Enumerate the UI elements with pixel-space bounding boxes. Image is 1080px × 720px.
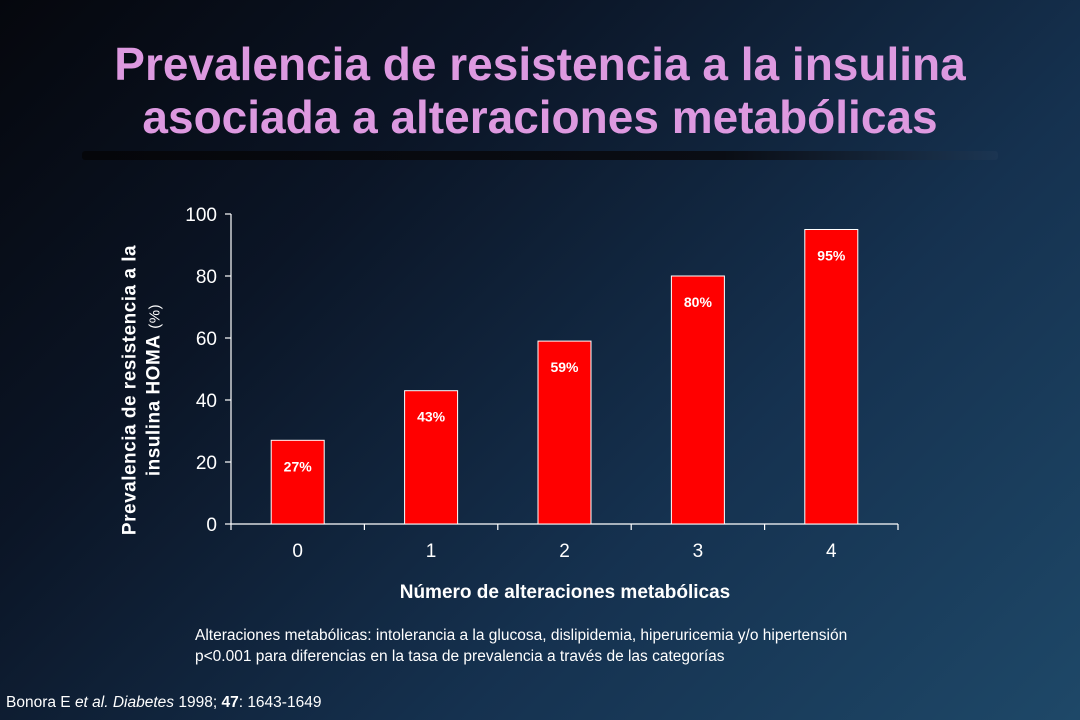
title-line-2: asociada a alteraciones metabólicas	[142, 91, 938, 143]
y-tick-label: 100	[185, 205, 217, 226]
x-axis-label: Número de alteraciones metabólicas	[399, 582, 731, 603]
bar-value-label: 27%	[284, 458, 313, 474]
y-tick-label: 60	[196, 329, 217, 350]
x-tick-label: 0	[292, 541, 303, 562]
citation-volume: 47	[221, 694, 239, 711]
footnotes: Alteraciones metabólicas: intolerancia a…	[195, 625, 1055, 667]
footnote-definition: Alteraciones metabólicas: intolerancia a…	[195, 627, 848, 644]
x-tick-label: 2	[559, 541, 570, 562]
bar	[537, 340, 592, 525]
citation-etal: et al.	[74, 694, 109, 711]
citation: Bonora E et al. Diabetes 1998; 47: 1643-…	[6, 694, 321, 712]
citation-year: 1998;	[174, 694, 222, 711]
title-line-1: Prevalencia de resistencia a la insulina	[114, 38, 966, 90]
slide-title: Prevalencia de resistencia a la insulina…	[0, 38, 1080, 144]
x-tick-label: 1	[426, 541, 437, 562]
y-tick-label: 0	[206, 515, 217, 536]
citation-pages: : 1643-1649	[238, 694, 322, 711]
bar	[804, 229, 859, 525]
y-axis-label-line-1: Prevalencia de resistencia a la	[119, 244, 141, 536]
y-tick-label: 20	[196, 453, 217, 474]
bar	[670, 275, 725, 525]
citation-journal: Diabetes	[112, 694, 175, 711]
bar	[270, 439, 325, 525]
y-tick-label: 40	[196, 391, 217, 412]
title-divider	[82, 151, 998, 160]
x-tick-label: 3	[693, 541, 704, 562]
y-tick-label: 80	[196, 267, 217, 288]
bar	[404, 390, 459, 525]
x-tick-label: 4	[826, 541, 837, 562]
y-axis-unit: (%)	[146, 303, 164, 329]
bar-value-label: 43%	[417, 409, 446, 425]
citation-authors: Bonora E	[6, 694, 75, 711]
bar-value-label: 95%	[817, 248, 846, 264]
y-axis-label-line-2: insulina HOMA	[143, 334, 165, 477]
footnote-significance: p<0.001 para diferencias en la tasa de p…	[195, 648, 725, 665]
bar-value-label: 80%	[684, 294, 713, 310]
bar-value-label: 59%	[550, 359, 579, 375]
